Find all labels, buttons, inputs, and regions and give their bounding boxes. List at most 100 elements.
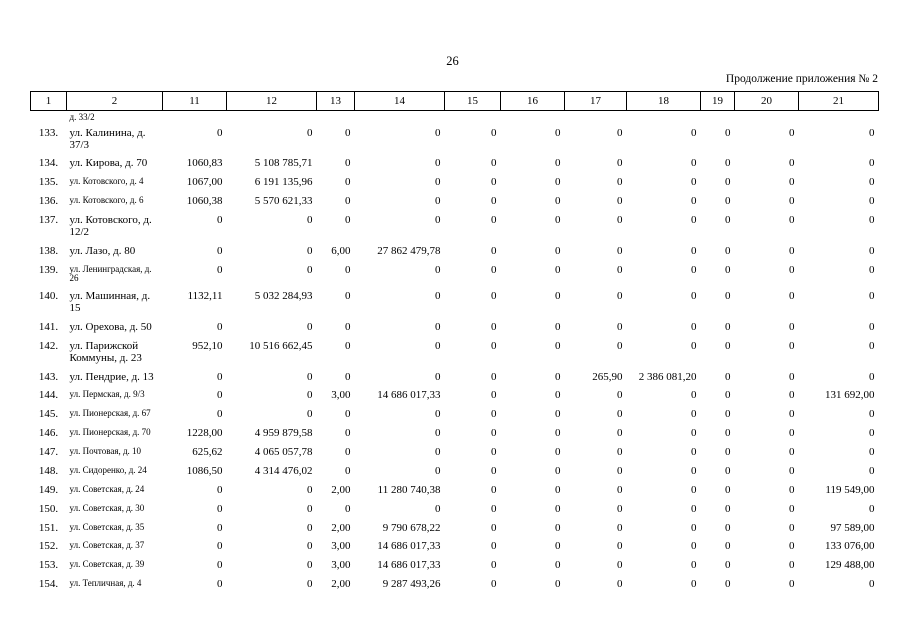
value-cell: 0 [617,483,623,496]
table-row: 154. ул. Тепличная, д. 4 0 0 2,00 9 287 493,2… [31,575,879,594]
value-cell [565,111,627,124]
column-header: 17 [564,91,627,111]
value-cell: 0 [869,370,875,383]
table-row: 149. ул. Советская, д. 24 0 0 2,00 11 280 740… [31,481,879,500]
table-row: 133. ул. Калинина, д. 37/3 0 0 0 0 0 0 0 0 0 0 0 [31,124,879,155]
value-cell: 0 [555,427,561,440]
value-cell: 4 065 057,78 [254,446,313,459]
value-cell: 0 [435,157,441,170]
value-cell: 0 [725,339,731,352]
value-cell: 0 [307,244,313,257]
value-cell: 0 [869,244,875,257]
value-cell: 0 [435,176,441,189]
row-number-cell: 135. [38,176,59,189]
value-cell: 0 [789,559,795,572]
value-cell: 2,00 [331,578,351,591]
value-cell: 0 [789,290,795,303]
value-cell: 0 [725,157,731,170]
value-cell: 0 [725,263,731,276]
value-cell: 0 [869,339,875,352]
value-cell: 0 [491,446,497,459]
value-cell: 0 [345,126,351,139]
value-cell: 0 [617,408,623,421]
value-cell: 0 [435,408,441,421]
value-cell: 0 [725,214,731,227]
value-cell: 0 [345,195,351,208]
value-cell [445,111,501,124]
address-cell: ул. Котовского, д. 12/2 [69,214,152,238]
value-cell [227,111,317,124]
row-number-cell: 140. [38,290,59,303]
column-header: 16 [500,91,565,111]
value-cell: 0 [691,263,697,276]
value-cell: 0 [789,389,795,402]
value-cell: 0 [491,176,497,189]
value-cell: 0 [691,464,697,477]
value-cell: 0 [555,244,561,257]
value-cell: 0 [217,214,223,227]
value-cell [501,111,565,124]
row-number-cell: 141. [38,320,59,333]
value-cell [317,111,355,124]
value-cell: 0 [617,502,623,515]
value-cell: 0 [307,389,313,402]
value-cell: 0 [555,502,561,515]
table-row: 134. ул. Кирова, д. 70 1060,83 5 108 785,71… [31,154,879,173]
value-cell: 0 [869,502,875,515]
value-cell: 0 [491,427,497,440]
value-cell: 0 [725,370,731,383]
value-cell: 0 [217,578,223,591]
value-cell: 14 686 017,33 [377,389,441,402]
value-cell: 0 [869,126,875,139]
value-cell: 14 686 017,33 [377,540,441,553]
column-header: 19 [700,91,735,111]
value-cell: 0 [217,408,223,421]
value-cell: 0 [555,126,561,139]
value-cell: 0 [617,320,623,333]
value-cell: 0 [725,408,731,421]
value-cell: 0 [789,464,795,477]
value-cell: 129 488,00 [825,559,875,572]
table-row: 150. ул. Советская, д. 30 0 0 0 0 0 0 0 0 0 0 0 [31,500,879,519]
table-header-row: 1 2 11 12 13 14 15 16 17 18 19 20 21 [30,91,879,111]
value-cell: 0 [725,446,731,459]
row-number-cell: 133. [38,126,59,139]
value-cell: 1067,00 [186,176,223,189]
table-row: 153. ул. Советская, д. 39 0 0 3,00 14 686 017… [31,556,879,575]
value-cell: 0 [307,408,313,421]
address-cell: ул. Кирова, д. 70 [69,157,148,170]
value-cell: 0 [725,290,731,303]
value-cell: 131 692,00 [825,389,875,402]
value-cell: 0 [725,540,731,553]
value-cell: 0 [435,214,441,227]
value-cell: 0 [217,263,223,276]
page-number: 26 [446,54,459,68]
table-row: 137. ул. Котовского, д. 12/2 0 0 0 0 0 0 0 0 0 0 0 [31,211,879,242]
value-cell: 5 032 284,93 [254,290,313,303]
value-cell: 0 [345,408,351,421]
value-cell: 0 [491,370,497,383]
address-cell: ул. Советская, д. 24 [69,483,145,494]
column-header: 2 [66,91,163,111]
table-row: 144. ул. Пермская, д. 9/3 0 0 3,00 14 686 017… [31,386,879,405]
value-cell: 0 [307,214,313,227]
value-cell: 0 [725,464,731,477]
value-cell: 0 [307,126,313,139]
value-cell: 0 [345,263,351,276]
value-cell: 9 790 678,22 [382,521,441,534]
value-cell: 3,00 [331,559,351,572]
value-cell: 0 [435,502,441,515]
value-cell: 0 [345,176,351,189]
address-cell: ул. Лазо, д. 80 [69,244,136,257]
value-cell [163,111,227,124]
row-number-cell: 139. [38,263,59,276]
value-cell: 0 [491,157,497,170]
value-cell: 0 [691,214,697,227]
value-cell: 0 [217,502,223,515]
address-cell: д. 33/2 [69,112,95,122]
column-header: 12 [226,91,317,111]
value-cell: 0 [725,320,731,333]
value-cell: 0 [307,578,313,591]
value-cell: 0 [789,578,795,591]
value-cell: 1132,11 [187,290,223,303]
